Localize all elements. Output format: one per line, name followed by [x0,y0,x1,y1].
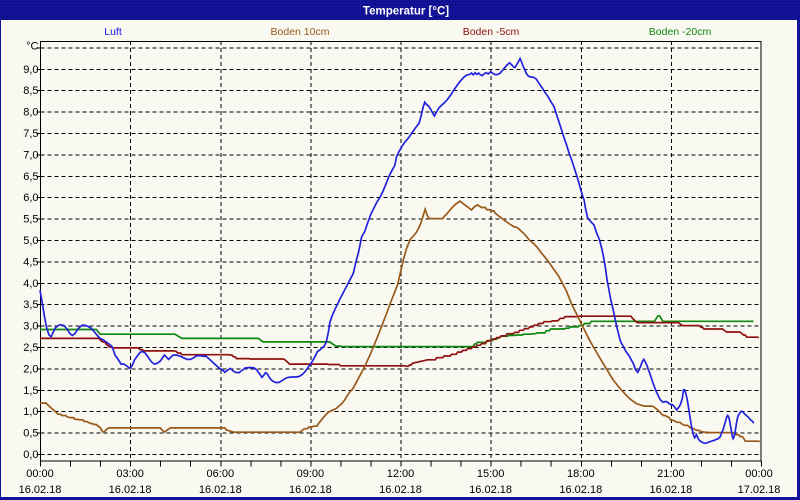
svg-text:6,0: 6,0 [23,192,38,204]
svg-text:18:00: 18:00 [567,468,595,480]
svg-text:16.02.18: 16.02.18 [19,484,62,496]
svg-text:Boden -20cm: Boden -20cm [649,26,712,38]
svg-text:16.02.18: 16.02.18 [199,484,242,496]
svg-text:Luft: Luft [104,26,122,38]
svg-text:3,0: 3,0 [23,321,38,333]
svg-text:Boden 10cm: Boden 10cm [271,26,330,38]
svg-text:3,5: 3,5 [23,299,38,311]
svg-text:9,0: 9,0 [23,64,38,76]
svg-text:15:00: 15:00 [477,468,505,480]
svg-text:°C: °C [26,41,38,53]
svg-text:16.02.18: 16.02.18 [469,484,512,496]
svg-text:6,5: 6,5 [23,171,38,183]
svg-text:00:00: 00:00 [26,468,54,480]
svg-text:1,5: 1,5 [23,385,38,397]
svg-text:16.02.18: 16.02.18 [109,484,152,496]
svg-text:03:00: 03:00 [116,468,144,480]
svg-text:1,0: 1,0 [23,406,38,418]
svg-text:2,5: 2,5 [23,342,38,354]
svg-text:06:00: 06:00 [207,468,235,480]
svg-text:4,5: 4,5 [23,256,38,268]
svg-text:7,0: 7,0 [23,149,38,161]
svg-text:09:00: 09:00 [297,468,325,480]
svg-text:16.02.18: 16.02.18 [289,484,332,496]
svg-text:0,0: 0,0 [23,449,38,461]
svg-text:8,5: 8,5 [23,85,38,97]
svg-text:4,0: 4,0 [23,278,38,290]
svg-text:Boden -5cm: Boden -5cm [463,26,520,38]
svg-text:21:00: 21:00 [657,468,685,480]
svg-text:12:00: 12:00 [387,468,415,480]
svg-text:16.02.18: 16.02.18 [559,484,602,496]
svg-text:5,0: 5,0 [23,235,38,247]
svg-text:16.02.18: 16.02.18 [649,484,692,496]
svg-text:2,0: 2,0 [23,363,38,375]
svg-text:00:00: 00:00 [745,468,773,480]
svg-text:7,5: 7,5 [23,128,38,140]
svg-text:17.02.18: 17.02.18 [738,484,781,496]
svg-text:0,5: 0,5 [23,428,38,440]
svg-text:16.02.18: 16.02.18 [379,484,422,496]
svg-text:Temperatur [°C]: Temperatur [°C] [363,6,449,18]
svg-text:8,0: 8,0 [23,107,38,119]
svg-text:5,5: 5,5 [23,214,38,226]
